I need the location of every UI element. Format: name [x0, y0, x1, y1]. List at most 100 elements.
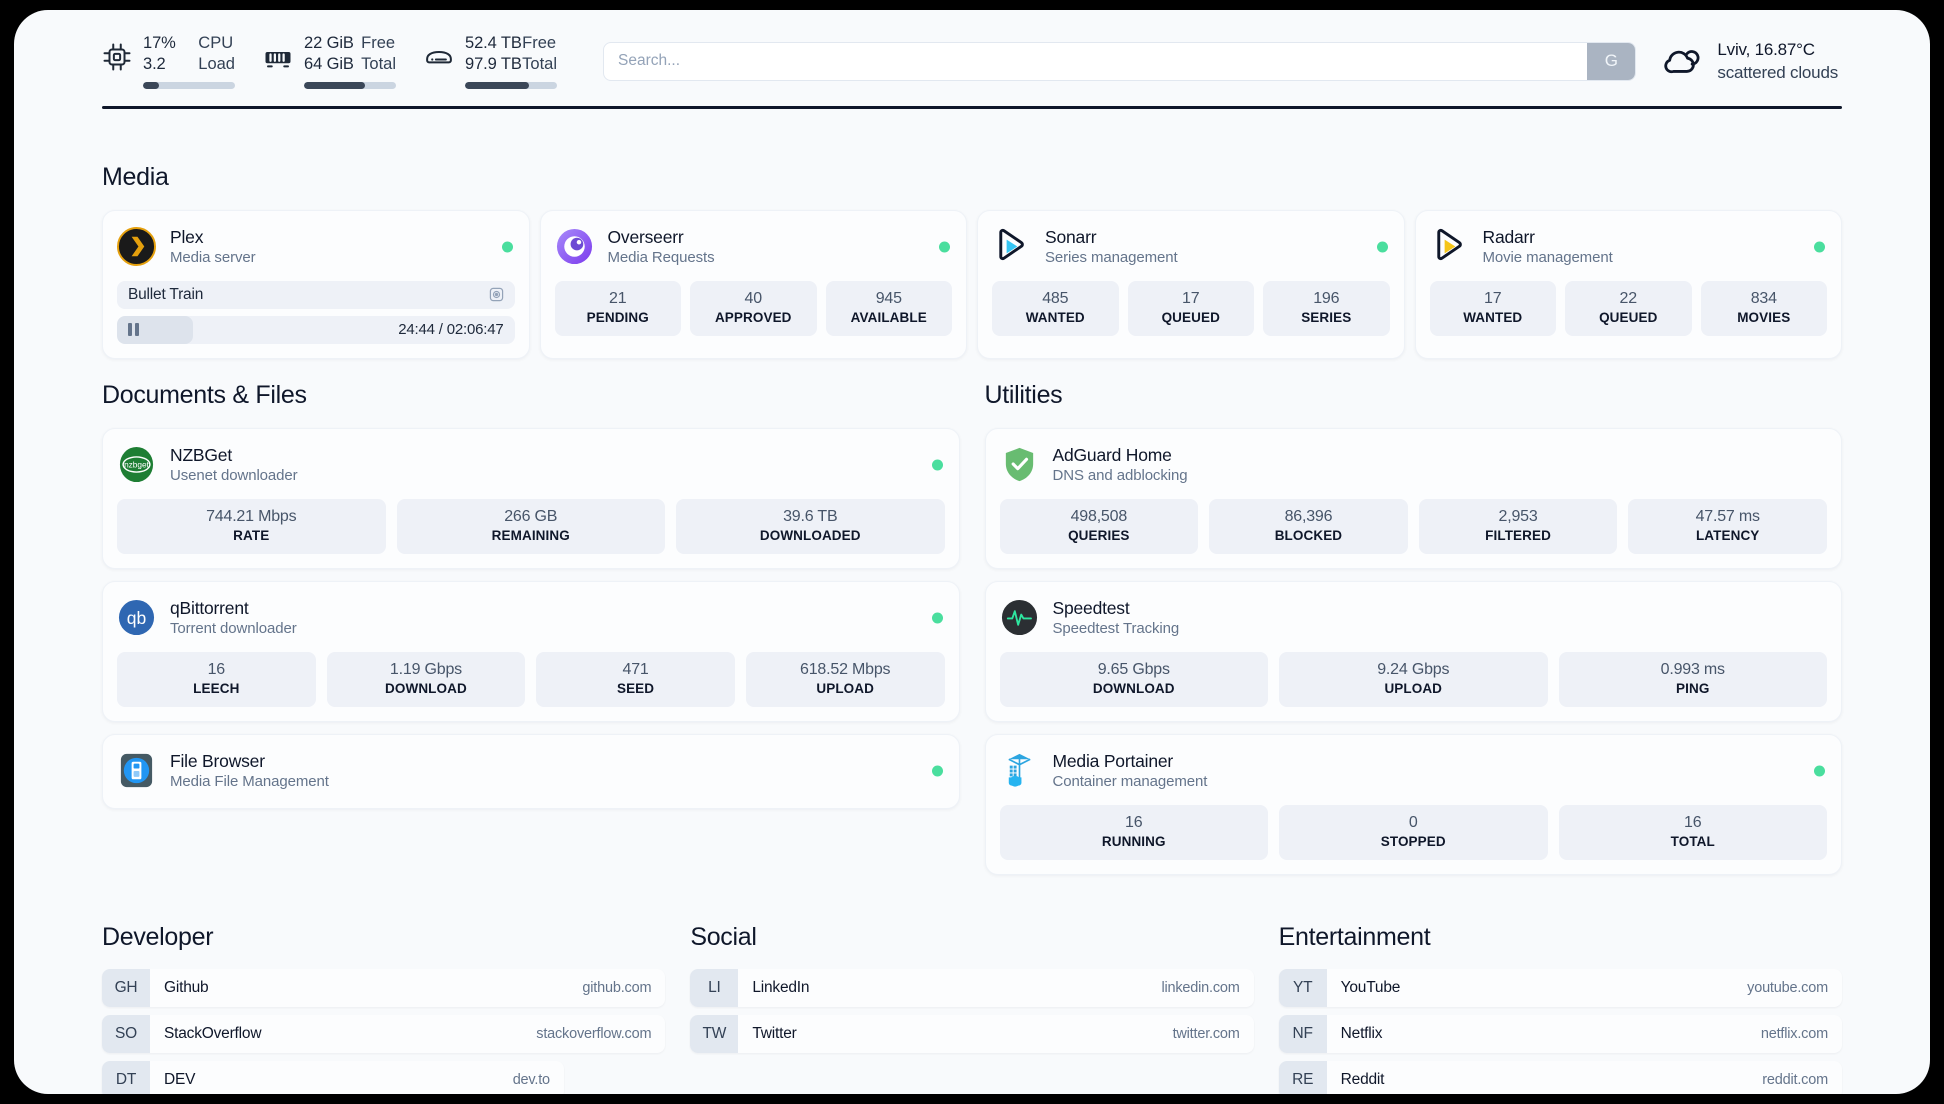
status-indicator-dot: [939, 241, 950, 252]
service-card-file-browser[interactable]: File Browser Media File Management: [102, 733, 960, 809]
bookmark-item-stackoverflow[interactable]: SO StackOverflow stackoverflow.com: [102, 1014, 666, 1053]
cast-icon[interactable]: [489, 287, 504, 302]
bookmark-item-youtube[interactable]: YT YouTube youtube.com: [1278, 968, 1842, 1007]
bookmark-abbr: TW: [690, 1014, 739, 1053]
service-card-qbittorrent[interactable]: qb qBittorrent Torrent downloader: [102, 580, 960, 722]
stat-value: 16: [1125, 813, 1143, 831]
resource-widget-disk: 52.4 TB 97.9 TB Free Total: [424, 33, 557, 89]
service-card-media-portainer[interactable]: Media Portainer Container management 16 …: [984, 733, 1842, 875]
scattered-clouds-icon: [1660, 43, 1704, 79]
service-subtitle: Series management: [1045, 248, 1178, 266]
service-name: Radarr: [1482, 226, 1535, 247]
stat-value: 834: [1750, 289, 1777, 307]
bookmark-item-netflix[interactable]: NF Netflix netflix.com: [1278, 1014, 1842, 1053]
stat-value: 0: [1408, 813, 1418, 831]
search-engine-button[interactable]: G: [1587, 42, 1636, 80]
stat-block: 945 AVAILABLE: [825, 280, 952, 336]
stat-value: 266 GB: [504, 507, 558, 525]
bookmark-item-linkedin[interactable]: LI LinkedIn linkedin.com: [690, 968, 1254, 1007]
portainer-logo-icon: [1000, 751, 1039, 790]
stat-block: 744.21 Mbps RATE: [117, 498, 386, 554]
stat-block: 17 WANTED: [1429, 280, 1556, 336]
stats-row: 17 WANTED 22 QUEUED 834 MOVIES: [1429, 280, 1827, 336]
card-header: Radarr Movie management: [1430, 224, 1828, 270]
media-card-row: Plex Media server Bullet Train: [102, 209, 1842, 359]
speedtest-logo-icon: [1000, 598, 1039, 637]
resource-widget-memory: 22 GiB 64 GiB Free Total: [263, 33, 396, 89]
stat-block: 266 GB REMAINING: [396, 498, 665, 554]
bookmark-host: youtube.com: [1747, 979, 1828, 996]
cpu-load-value: 3.2: [143, 55, 166, 73]
stat-value: 22: [1619, 289, 1638, 307]
stat-block: 2,953 FILTERED: [1418, 498, 1618, 554]
service-subtitle: DNS and adblocking: [1052, 466, 1188, 484]
bookmark-abbr: YT: [1278, 968, 1327, 1007]
service-card-nzbget[interactable]: nzbget NZBGet Usenet downloader 74: [102, 427, 960, 569]
card-header: Speedtest Speedtest Tracking: [1000, 595, 1828, 641]
bookmark-list: YT YouTube youtube.com NF Netflix netfli…: [1278, 968, 1842, 1094]
service-name: qBittorrent: [170, 597, 249, 618]
pause-icon[interactable]: [128, 323, 139, 336]
bookmark-item-twitter[interactable]: TW Twitter twitter.com: [690, 1014, 1254, 1053]
bookmark-host: stackoverflow.com: [536, 1025, 652, 1042]
bookmark-host: dev.to: [512, 1071, 550, 1088]
weather-location-temp: Lviv, 16.87°C: [1717, 40, 1815, 59]
search-input[interactable]: [604, 42, 1588, 80]
bookmark-list: LI LinkedIn linkedin.com TW Twitter twit…: [690, 968, 1254, 1053]
card-header: Media Portainer Container management: [1000, 748, 1828, 794]
cpu-icon: [102, 42, 132, 72]
stat-value: 744.21 Mbps: [206, 507, 297, 525]
bookmark-name: Github: [164, 978, 209, 996]
stat-label: QUEUED: [1599, 309, 1658, 325]
bookmark-host: github.com: [582, 979, 652, 996]
stat-label: LATENCY: [1695, 527, 1760, 543]
header-bar: 17% 3.2 CPU Load: [102, 10, 1842, 102]
disk-free-value: 52.4 TB: [465, 34, 522, 52]
section-title-utilities: Utilities: [984, 380, 1063, 409]
service-card-radarr[interactable]: Radarr Movie management 17 WANTED 22 QUE…: [1414, 209, 1842, 359]
disk-label-top: Free: [522, 34, 557, 52]
stats-row: 16 RUNNING 0 STOPPED 16 TOTAL: [999, 804, 1827, 860]
service-card-adguard-home[interactable]: AdGuard Home DNS and adblocking 498,508 …: [984, 427, 1842, 569]
stat-block: 196 SERIES: [1263, 280, 1390, 336]
weather-description: scattered clouds: [1717, 63, 1838, 82]
stat-block: 40 APPROVED: [690, 280, 817, 336]
stat-label: MOVIES: [1737, 309, 1791, 325]
stat-label: QUEUED: [1161, 309, 1220, 325]
service-card-overseerr[interactable]: Overseerr Media Requests 21 PENDING 40 A…: [539, 209, 967, 359]
stat-value: 945: [875, 289, 902, 307]
service-card-sonarr[interactable]: Sonarr Series management 485 WANTED 17 Q…: [977, 209, 1405, 359]
memory-free-value: 22 GiB: [304, 34, 354, 52]
stat-label: REMAINING: [491, 527, 570, 543]
card-header: AdGuard Home DNS and adblocking: [1000, 442, 1828, 488]
status-indicator-dot: [1814, 241, 1825, 252]
bookmark-item-dev[interactable]: DT DEV dev.to: [102, 1060, 564, 1094]
card-header: nzbget NZBGet Usenet downloader: [117, 442, 945, 488]
stat-label: DOWNLOAD: [1092, 680, 1175, 696]
filebrowser-logo-icon: [117, 751, 156, 790]
service-subtitle: Torrent downloader: [170, 619, 297, 637]
documents-column: Documents & Files nzbget: [102, 381, 960, 875]
service-card-speedtest[interactable]: Speedtest Speedtest Tracking 9.65 Gbps D…: [984, 580, 1842, 722]
memory-label-top: Free: [361, 34, 396, 52]
playback-progress-bar[interactable]: 24:44 / 02:06:47: [117, 315, 515, 344]
status-indicator-dot: [501, 241, 513, 252]
section-title-media: Media: [102, 162, 169, 191]
svg-text:nzbget: nzbget: [124, 460, 150, 469]
now-playing-title: Bullet Train: [128, 285, 204, 303]
weather-widget: Lviv, 16.87°C scattered clouds: [1660, 38, 1838, 84]
bookmark-item-reddit[interactable]: RE Reddit reddit.com: [1278, 1060, 1842, 1094]
stat-block: 86,396 BLOCKED: [1209, 498, 1408, 554]
stat-block: 1.19 Gbps DOWNLOAD: [326, 651, 526, 707]
stat-value: 40: [744, 289, 763, 307]
bookmark-abbr: LI: [690, 968, 739, 1007]
stats-row: 744.21 Mbps RATE 266 GB REMAINING 39.6 T…: [117, 498, 945, 554]
stat-block: 485 WANTED: [992, 280, 1119, 336]
stat-label: QUERIES: [1068, 527, 1130, 543]
bookmark-item-github[interactable]: GH Github github.com: [102, 968, 666, 1007]
search-box[interactable]: G: [603, 41, 1637, 81]
bookmark-abbr: RE: [1278, 1060, 1327, 1094]
service-card-plex[interactable]: Plex Media server Bullet Train: [102, 209, 530, 359]
service-subtitle: Media File Management: [170, 772, 329, 790]
bookmarks-section: Developer GH Github github.com SO StackO…: [102, 923, 1842, 1094]
